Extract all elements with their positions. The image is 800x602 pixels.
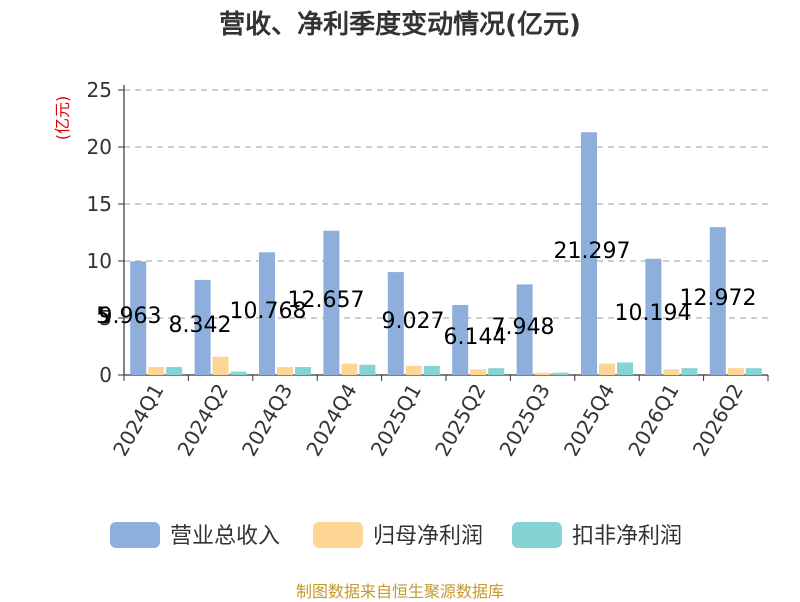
bar-revenue [581,132,597,375]
data-label-revenue: 9.963 [99,304,162,329]
x-category-label: 2024Q4 [301,380,361,461]
bar-deducted-profit [423,365,440,375]
data-label-revenue: 12.972 [680,286,757,311]
bar-net-profit [405,365,422,375]
bar-net-profit [727,368,744,375]
bar-deducted-profit [230,371,247,375]
x-category-label: 2026Q1 [623,380,683,461]
y-tick-label: 10 [87,249,112,273]
x-category-label: 2025Q3 [494,380,554,461]
data-label-revenue: 7.948 [492,315,555,340]
y-tick-label: 25 [87,78,112,102]
x-category-label: 2025Q1 [366,380,426,461]
bar-revenue [194,279,211,375]
bar-net-profit [212,356,229,375]
bar-revenue [259,252,275,375]
bar-deducted-profit [552,372,569,375]
y-axis-unit-label: (亿元) [53,96,72,141]
bar-revenue [130,261,147,375]
bar-revenue [709,227,726,375]
bar-net-profit [341,363,358,375]
data-label-revenue: 21.297 [554,239,631,264]
bar-revenue [645,258,662,375]
legend-swatch [512,522,562,548]
x-category-label: 2024Q1 [108,380,168,461]
y-tick-label: 15 [87,192,112,216]
data-label-revenue: 9.027 [382,309,445,334]
data-label-revenue: 10.194 [615,301,692,326]
y-tick-label: 5 [99,306,112,330]
x-category-label: 2025Q4 [559,380,619,461]
data-label-revenue: 12.657 [288,288,365,313]
bar-net-profit [663,369,680,375]
bar-revenue [516,284,533,375]
x-category-label: 2024Q3 [237,380,297,461]
bar-net-profit [534,372,551,375]
legend-label: 营业总收入 [170,524,280,549]
source-note: 制图数据来自恒生聚源数据库 [295,582,504,601]
data-label-revenue: 8.342 [169,313,232,338]
data-label-stray: 5 [96,304,110,329]
bar-deducted-profit [295,367,311,375]
bar-deducted-profit [359,364,376,375]
data-label-revenue: 6.144 [444,325,507,350]
y-tick-label: 20 [87,135,112,159]
x-category-label: 2024Q2 [172,380,232,461]
bar-deducted-profit [617,362,633,375]
bar-deducted-profit [681,368,698,375]
x-category-label: 2026Q2 [688,380,748,461]
chart-title: 营收、净利季度变动情况(亿元) [219,10,581,40]
bar-net-profit [599,363,615,375]
bar-net-profit [148,367,165,375]
bar-deducted-profit [745,368,762,375]
bar-revenue [387,272,404,375]
legend-swatch [313,522,363,548]
legend-label: 扣非净利润 [572,524,682,549]
legend-label: 归母净利润 [373,524,483,549]
bar-revenue [452,304,469,375]
x-category-label: 2025Q2 [430,380,490,461]
bar-deducted-profit [166,367,183,375]
bar-revenue [323,230,340,375]
legend-swatch [110,522,160,548]
bar-net-profit [277,367,293,375]
data-label-revenue: 10.768 [230,299,307,324]
y-tick-label: 0 [99,363,112,387]
bar-deducted-profit [488,368,505,375]
bar-net-profit [470,369,487,375]
